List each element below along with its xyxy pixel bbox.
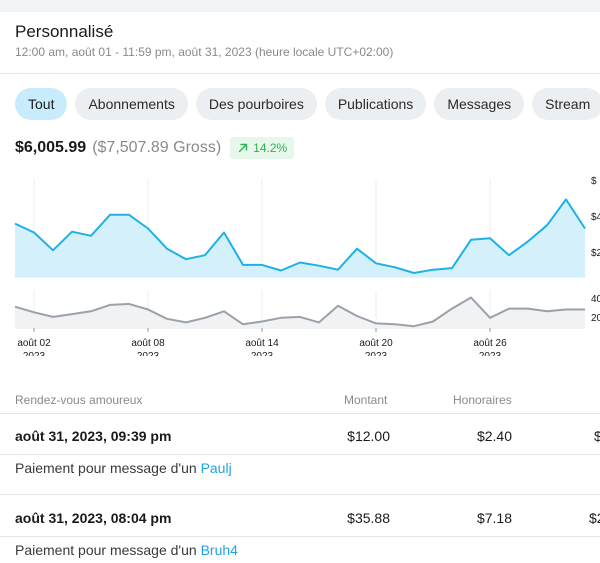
divider xyxy=(0,494,600,495)
series-line xyxy=(14,198,586,274)
x-tick-label: août 02 xyxy=(17,338,51,349)
earnings-chart: $ $4 $2 40 20 août 02 2023 août 08 2023 août 14 20… xyxy=(14,176,600,356)
y-tick-label: 40 xyxy=(591,294,600,305)
tab-stream[interactable]: Stream xyxy=(532,88,600,120)
change-badge: 14.2% xyxy=(230,137,295,159)
arrow-up-right-icon xyxy=(238,143,248,153)
transaction-fee: $2.40 xyxy=(476,428,512,444)
user-link[interactable]: Bruh4 xyxy=(200,542,238,558)
column-header-fee: Honoraires xyxy=(453,393,512,407)
description-text: Paiement pour message d'un xyxy=(15,542,201,558)
overview-area xyxy=(15,297,585,328)
x-tick-label: août 08 xyxy=(131,338,165,349)
y-tick-label: $2 xyxy=(591,248,600,259)
page-title: Personnalisé xyxy=(15,22,114,41)
earnings-card: Personnalisé 12:00 am, août 01 - 11:59 p… xyxy=(0,12,600,563)
description-text: Paiement pour message d'un xyxy=(15,460,201,476)
transaction-fee: $7.18 xyxy=(476,510,512,526)
y-tick-label: $ xyxy=(591,176,597,187)
transaction-date: août 31, 2023, 08:04 pm xyxy=(15,510,172,526)
series-area xyxy=(15,199,585,277)
divider xyxy=(0,454,600,455)
transaction-description: Paiement pour message d'un Bruh4 xyxy=(15,542,238,558)
gross-earnings: ($7,507.89 Gross) xyxy=(92,139,222,156)
transaction-amount: $35.88 xyxy=(347,510,390,526)
x-tick-label: août 14 xyxy=(245,338,279,349)
transaction-date: août 31, 2023, 09:39 pm xyxy=(15,428,172,444)
divider xyxy=(0,536,600,537)
x-tick-year: 2023 xyxy=(137,351,160,356)
user-link[interactable]: Paulj xyxy=(200,460,232,476)
earnings-summary: $6,005.99 ($7,507.89 Gross) 14.2% xyxy=(15,137,295,159)
category-tabs: Tout Abonnements Des pourboires Publicat… xyxy=(15,88,600,120)
tab-tips[interactable]: Des pourboires xyxy=(195,88,317,120)
y-tick-label: 20 xyxy=(591,313,600,324)
divider xyxy=(0,73,600,74)
x-tick-label: août 20 xyxy=(359,338,393,349)
transaction-net-clipped: $ xyxy=(594,428,600,444)
net-earnings: $6,005.99 xyxy=(15,139,87,156)
transaction-description: Paiement pour message d'un Paulj xyxy=(15,460,232,476)
x-tick-label: août 26 xyxy=(473,338,507,349)
y-tick-label: $4 xyxy=(591,212,600,223)
tab-messages[interactable]: Messages xyxy=(434,88,525,120)
transaction-amount: $12.00 xyxy=(347,428,390,444)
x-tick-year: 2023 xyxy=(23,351,46,356)
tab-all[interactable]: Tout xyxy=(15,88,68,120)
x-tick-year: 2023 xyxy=(365,351,388,356)
divider xyxy=(0,413,600,414)
x-tick-year: 2023 xyxy=(251,351,274,356)
tab-subscriptions[interactable]: Abonnements xyxy=(75,88,188,120)
transaction-net-clipped: $2 xyxy=(589,510,600,526)
change-value: 14.2% xyxy=(253,141,288,155)
x-tick-year: 2023 xyxy=(479,351,502,356)
tab-posts[interactable]: Publications xyxy=(324,88,427,120)
column-header-amount: Montant xyxy=(344,393,388,407)
date-range: 12:00 am, août 01 - 11:59 pm, août 31, 2… xyxy=(15,45,394,59)
column-header-date: Rendez-vous amoureux xyxy=(15,393,143,407)
overview-line xyxy=(14,296,585,328)
